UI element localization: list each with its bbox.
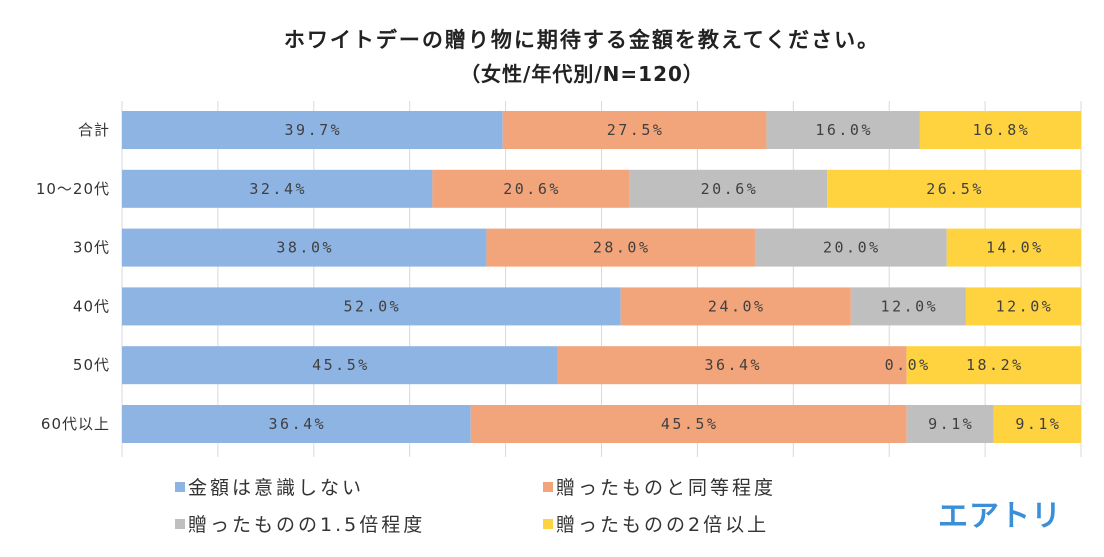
bar-segment (766, 111, 920, 149)
bar-segment (122, 169, 433, 208)
data-label: 12.0% (881, 297, 939, 315)
legend-swatch (175, 482, 185, 492)
bar-segment (946, 228, 1081, 267)
bar-segment (470, 405, 907, 443)
data-label: 16.8% (973, 121, 1031, 139)
chart-subtitle: （女性/年代別/N=120） (460, 62, 704, 86)
category-label: 30代 (73, 239, 110, 257)
data-label: 20.6% (503, 180, 561, 198)
bar-segment (827, 169, 1081, 208)
bar-segment (754, 228, 947, 267)
legend-label: 贈ったものと同等程度 (556, 477, 776, 499)
bar-segment (965, 287, 1081, 326)
data-label: 20.0% (823, 239, 881, 257)
bar-segment (486, 228, 755, 267)
bar-segment (557, 346, 907, 385)
data-label: 18.2% (966, 356, 1024, 374)
bar-segment (906, 346, 1081, 385)
data-label: 36.4% (269, 415, 327, 433)
gridlines (121, 101, 1082, 457)
bar-segment (122, 287, 621, 326)
bar-segment (502, 111, 767, 149)
data-label: 52.0% (344, 297, 402, 315)
category-label: 10〜20代 (36, 180, 110, 198)
bar-segment (620, 287, 851, 326)
bar-segment (122, 228, 487, 267)
data-label: 45.5% (661, 415, 719, 433)
data-label: 16.0% (815, 121, 873, 139)
category-label: 60代以上 (41, 415, 110, 433)
data-label: 27.5% (607, 121, 665, 139)
bar-segment (122, 346, 558, 385)
category-label: 40代 (73, 297, 110, 315)
data-label: 26.5% (926, 180, 984, 198)
data-label: 45.5% (312, 356, 370, 374)
bar-segment (906, 405, 994, 443)
data-label: 0.0% (885, 356, 931, 374)
chart-title: ホワイトデーの贈り物に期待する金額を教えてください。 (284, 28, 880, 52)
data-label: 24.0% (708, 297, 766, 315)
category-labels: 合計 10〜20代 30代 40代 50代 60代以上 (36, 121, 110, 433)
bar-segment (850, 287, 966, 326)
bar-segment (432, 169, 630, 208)
data-label: 28.0% (593, 239, 651, 257)
bar-segment (919, 111, 1081, 149)
legend-swatch (543, 519, 553, 529)
category-label: 合計 (78, 121, 110, 139)
legend-label: 贈ったものの1.5倍程度 (188, 514, 425, 536)
data-label: 38.0% (276, 239, 334, 257)
bar-segment (993, 405, 1081, 443)
data-label: 39.7% (285, 121, 343, 139)
bar-segment (629, 169, 828, 208)
data-label: 14.0% (986, 239, 1044, 257)
bar-segment (122, 405, 471, 443)
legend-swatch (175, 519, 185, 529)
data-label: 20.6% (701, 180, 759, 198)
bar-segments (122, 111, 1081, 443)
legend-label: 贈ったものの2倍以上 (556, 514, 769, 536)
legend-swatch (543, 482, 553, 492)
data-label: 36.4% (704, 356, 762, 374)
data-labels: 39.7% 27.5% 16.0% 16.8% 32.4% 20.6% 20.6% 26.5%… (249, 121, 1061, 433)
data-label: 9.1% (1015, 415, 1061, 433)
legend-label: 金額は意識しない (188, 477, 364, 499)
data-label: 12.0% (996, 297, 1054, 315)
data-label: 32.4% (249, 180, 307, 198)
data-label: 9.1% (928, 415, 974, 433)
category-label: 50代 (73, 356, 110, 374)
bar-segment (122, 111, 503, 149)
brand-logo: エアトリ (938, 499, 1062, 534)
